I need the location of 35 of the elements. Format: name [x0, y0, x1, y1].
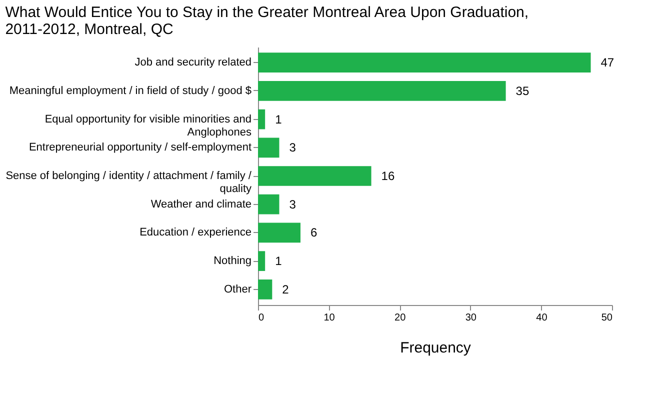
bar	[258, 109, 266, 130]
y-tick-label: Job and security related	[134, 56, 252, 69]
chart-title: What Would Entice You to Stay in the Greater Montreal Area Upon Graduation, 2011-2012, Montreal, QC	[5, 4, 529, 38]
y-tick-label: Education / experience	[140, 226, 252, 239]
bar	[258, 279, 272, 300]
data-label: 2	[282, 282, 290, 296]
data-label: 1	[275, 254, 282, 268]
y-tick-label: Other	[224, 283, 252, 296]
bar	[258, 166, 372, 186]
x-tick-label: 0	[258, 312, 264, 324]
data-label: 35	[516, 84, 530, 98]
x-tick-label: 30	[465, 312, 477, 324]
data-label: 6	[310, 226, 318, 240]
bar	[258, 251, 266, 271]
bar	[258, 52, 591, 73]
y-tick-label: Equal opportunity for visible minorities and Anglophones	[44, 113, 252, 138]
bar	[258, 81, 506, 101]
data-label: 3	[289, 197, 296, 212]
y-tick-label: Sense of belonging / identity / attachment / family / quality	[6, 170, 252, 195]
bar	[258, 222, 300, 243]
y-tick-label: Meaningful employment / in field of study / good $	[9, 84, 252, 97]
data-label: 3	[289, 140, 296, 155]
y-tick-label: Entrepreneurial opportunity / self-employment	[28, 142, 252, 154]
y-tick-label: Weather and climate	[150, 198, 252, 210]
data-label: 16	[381, 169, 395, 183]
data-label: 47	[600, 56, 614, 70]
x-tick-label: 50	[601, 312, 613, 324]
x-axis-title: Frequency	[400, 340, 472, 356]
bar	[258, 138, 280, 158]
data-label: 1	[275, 112, 282, 126]
x-tick-label: 10	[324, 312, 336, 324]
bar	[258, 194, 280, 214]
y-tick-label: Nothing	[214, 255, 252, 268]
x-tick-label: 40	[536, 312, 548, 324]
x-tick-label: 20	[394, 312, 406, 324]
